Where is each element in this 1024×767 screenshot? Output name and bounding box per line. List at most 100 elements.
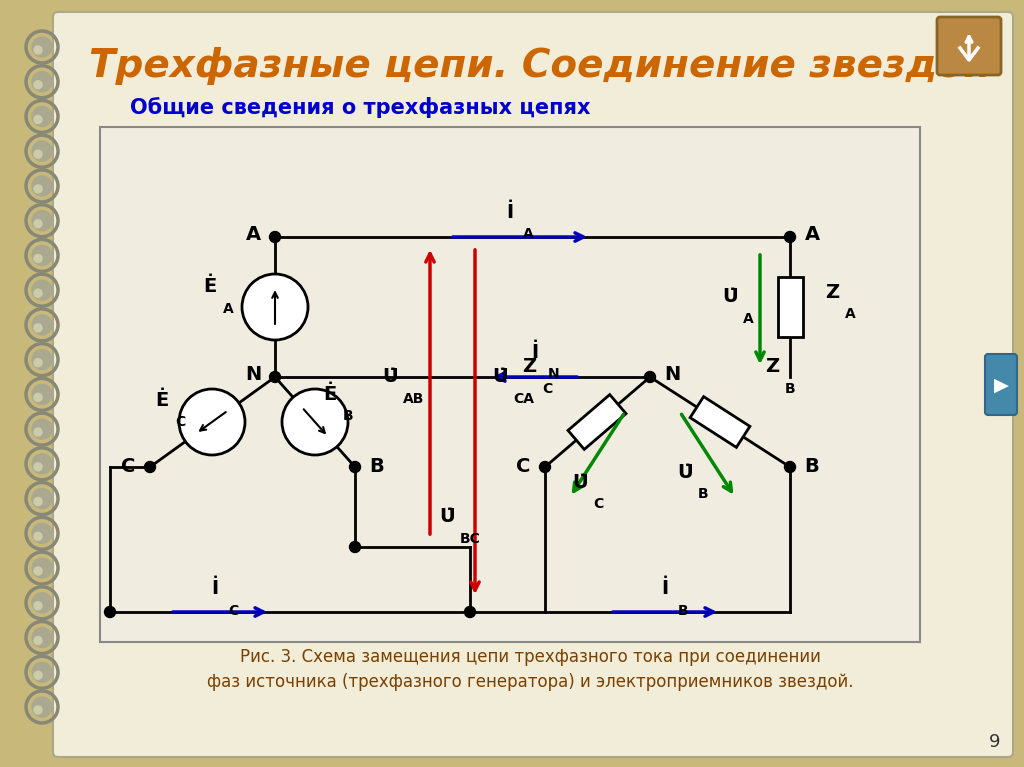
Text: B: B (698, 487, 709, 501)
Circle shape (34, 532, 42, 540)
Text: B: B (343, 409, 353, 423)
Text: ▶: ▶ (993, 376, 1009, 394)
Circle shape (32, 384, 52, 404)
Circle shape (34, 255, 42, 262)
Circle shape (32, 280, 52, 300)
Circle shape (34, 81, 42, 89)
Text: A: A (223, 302, 233, 316)
Circle shape (644, 371, 655, 383)
Circle shape (32, 211, 52, 231)
Text: C: C (542, 382, 552, 396)
Polygon shape (690, 397, 750, 447)
Circle shape (32, 662, 52, 683)
Circle shape (32, 107, 52, 127)
Circle shape (34, 324, 42, 332)
Circle shape (349, 462, 360, 472)
Text: Общие сведения о трехфазных цепях: Общие сведения о трехфазных цепях (130, 97, 591, 118)
Text: A: A (845, 307, 856, 321)
Text: C: C (516, 457, 530, 476)
FancyBboxPatch shape (100, 127, 920, 642)
FancyBboxPatch shape (53, 12, 1013, 757)
Text: A: A (246, 225, 260, 243)
Circle shape (269, 232, 281, 242)
Text: U̇: U̇ (677, 463, 693, 482)
Text: B: B (678, 604, 688, 618)
Circle shape (34, 706, 42, 714)
Text: Ė: Ė (156, 390, 169, 410)
Circle shape (32, 419, 52, 439)
Circle shape (784, 462, 796, 472)
Text: Z: Z (765, 357, 779, 377)
Text: N: N (664, 364, 680, 384)
Circle shape (179, 389, 245, 455)
Circle shape (32, 315, 52, 335)
Circle shape (34, 463, 42, 471)
Polygon shape (568, 394, 626, 449)
Circle shape (32, 627, 52, 647)
Text: C: C (175, 415, 185, 429)
Circle shape (34, 150, 42, 158)
Circle shape (32, 523, 52, 543)
Circle shape (32, 350, 52, 370)
Circle shape (32, 37, 52, 57)
Text: B: B (785, 382, 796, 396)
Circle shape (34, 637, 42, 644)
Text: A: A (743, 312, 754, 326)
Text: Трехфазные цепи. Соединение звездой: Трехфазные цепи. Соединение звездой (89, 47, 991, 85)
Text: B: B (805, 457, 819, 476)
Text: BC: BC (460, 532, 481, 546)
Text: C: C (228, 604, 239, 618)
Text: Ė: Ė (324, 384, 337, 403)
Text: U̇: U̇ (722, 288, 738, 307)
Text: U̇: U̇ (439, 508, 455, 526)
Circle shape (34, 46, 42, 54)
Text: C: C (593, 497, 603, 511)
Text: Z: Z (825, 282, 839, 301)
Text: N: N (245, 364, 261, 384)
Circle shape (32, 593, 52, 613)
Text: Z: Z (522, 357, 537, 377)
Circle shape (349, 542, 360, 552)
Circle shape (32, 141, 52, 161)
Text: C: C (121, 457, 135, 476)
Text: İ: İ (211, 580, 218, 598)
Circle shape (34, 185, 42, 193)
Circle shape (32, 72, 52, 92)
Text: U̇: U̇ (493, 367, 508, 387)
Circle shape (34, 671, 42, 680)
Circle shape (104, 607, 116, 617)
Text: AB: AB (403, 392, 424, 406)
Circle shape (34, 567, 42, 575)
Circle shape (784, 232, 796, 242)
Circle shape (32, 245, 52, 265)
Circle shape (32, 176, 52, 196)
Text: İ: İ (531, 343, 539, 361)
Circle shape (34, 116, 42, 123)
Circle shape (32, 489, 52, 509)
Circle shape (34, 428, 42, 436)
Circle shape (32, 558, 52, 578)
Text: A: A (805, 225, 819, 243)
Polygon shape (777, 277, 803, 337)
Circle shape (32, 697, 52, 717)
Circle shape (540, 462, 551, 472)
FancyBboxPatch shape (985, 354, 1017, 415)
Text: Ė: Ė (204, 278, 217, 297)
Text: B: B (370, 457, 384, 476)
Circle shape (269, 371, 281, 383)
Text: 9: 9 (989, 733, 1000, 751)
Circle shape (34, 498, 42, 505)
Circle shape (34, 602, 42, 610)
Text: Рис. 3. Схема замещения цепи трехфазного тока при соединении: Рис. 3. Схема замещения цепи трехфазного… (240, 648, 820, 666)
Text: CA: CA (513, 392, 534, 406)
Text: İ: İ (507, 202, 514, 222)
Text: фаз источника (трехфазного генератора) и электроприемников звездой.: фаз источника (трехфазного генератора) и… (207, 673, 853, 691)
Circle shape (34, 393, 42, 401)
Circle shape (34, 289, 42, 297)
Circle shape (32, 454, 52, 474)
Text: İ: İ (662, 580, 669, 598)
Text: U̇: U̇ (572, 472, 588, 492)
Text: N: N (548, 367, 560, 381)
Circle shape (34, 359, 42, 367)
FancyBboxPatch shape (937, 17, 1001, 75)
